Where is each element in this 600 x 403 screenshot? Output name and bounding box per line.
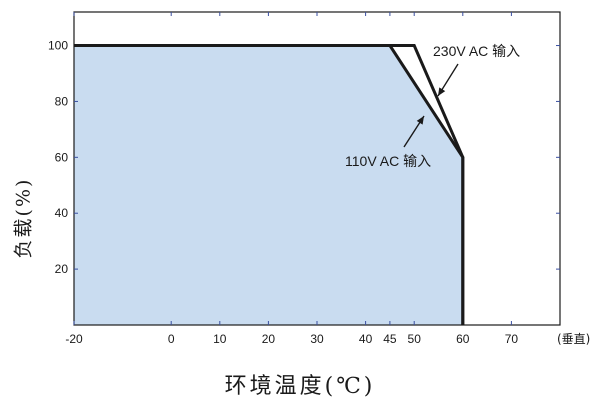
- arrow-110v-head: [416, 116, 424, 125]
- y-tick-label: 20: [55, 262, 69, 276]
- derating-area: [74, 45, 463, 326]
- y-tick-label: 60: [55, 150, 69, 164]
- x-tick-label: 60: [456, 332, 470, 346]
- area-fill: [74, 45, 463, 326]
- x-tick-label: -20: [65, 332, 83, 346]
- annotation-110v: 110V AC 输入: [345, 153, 431, 169]
- y-tick-label: 100: [48, 39, 68, 53]
- x-tick-label: 50: [408, 332, 422, 346]
- series-line-230v: [74, 44, 465, 325]
- annotations: 230V AC 输入 110V AC 输入: [345, 43, 520, 169]
- annotation-230v: 230V AC 输入: [433, 43, 520, 59]
- x-unit-note: (垂直): [557, 332, 590, 346]
- x-tick-label: 0: [168, 332, 175, 346]
- x-axis-label: 环境温度(℃): [224, 374, 376, 399]
- arrow-230v-head: [438, 87, 446, 96]
- x-tick-label: 10: [213, 332, 227, 346]
- series-lines: [74, 44, 465, 325]
- x-tick-label: 70: [505, 332, 519, 346]
- x-tick-label: 40: [359, 332, 373, 346]
- y-axis-label: 负载(%): [12, 177, 35, 259]
- x-tick-label: 20: [262, 332, 276, 346]
- x-tick-label: 30: [310, 332, 324, 346]
- y-tick-label: 40: [55, 206, 69, 220]
- y-tick-label: 80: [55, 94, 69, 108]
- x-tick-label: 45: [383, 332, 397, 346]
- axis-ticks: -20 0 10 20 30 40 45 50 60 70 20 40 60 80 100: [48, 12, 560, 346]
